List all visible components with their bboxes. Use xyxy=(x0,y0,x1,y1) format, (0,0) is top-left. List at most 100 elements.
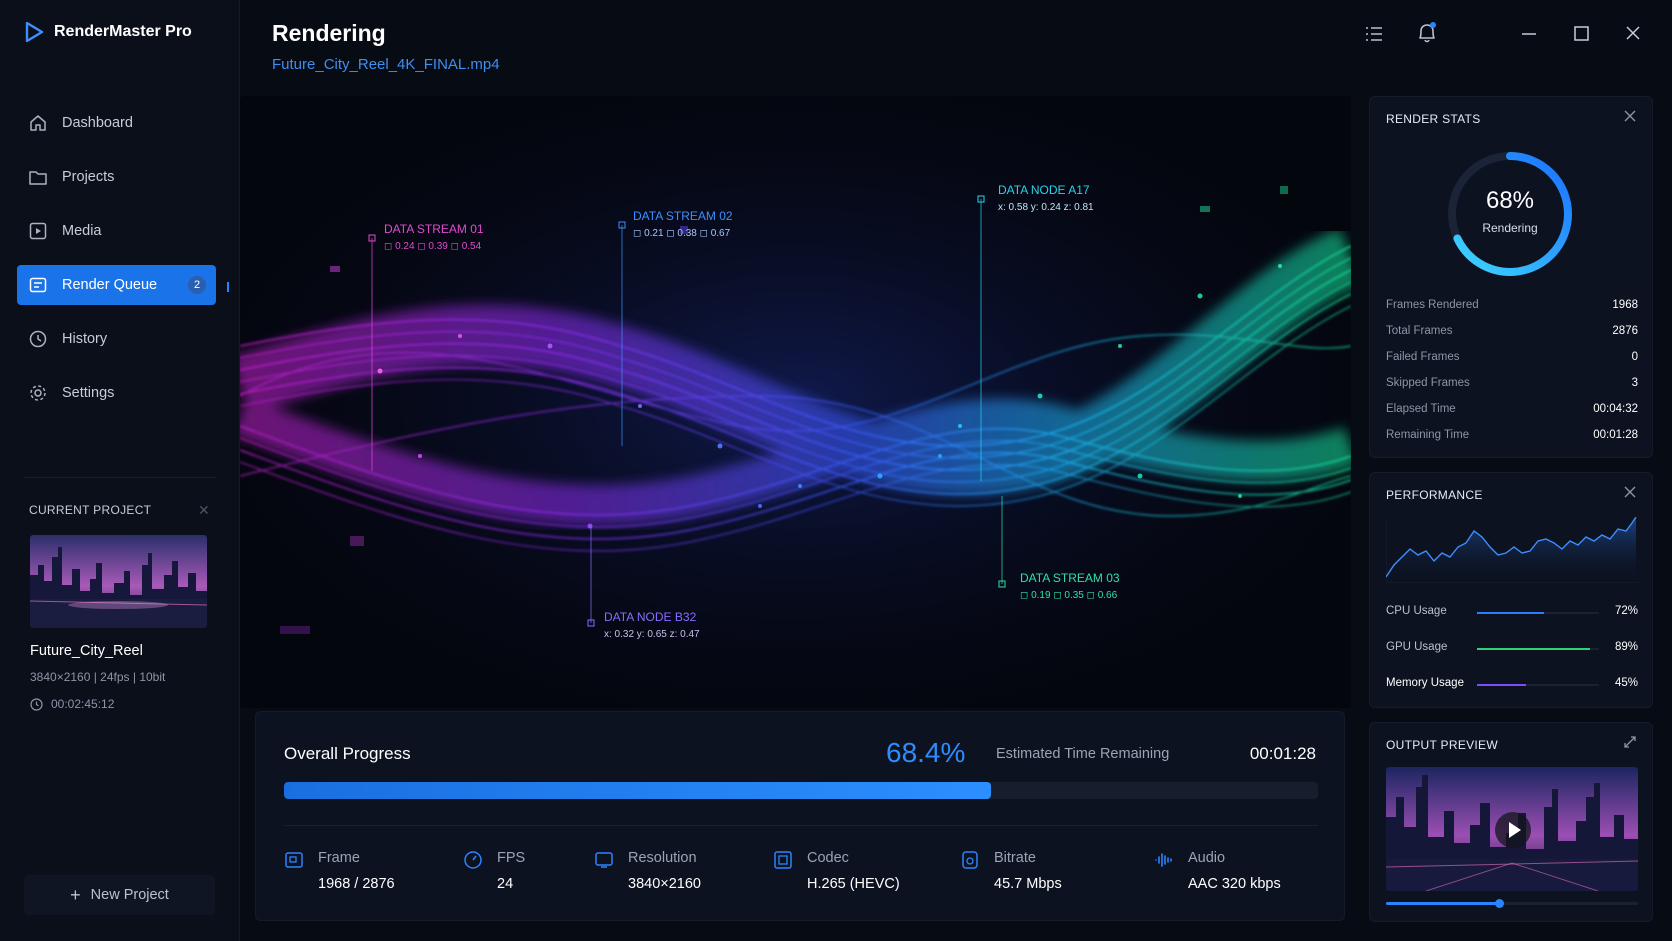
output-preview-panel: OUTPUT PREVIEW xyxy=(1369,722,1653,922)
stat-value: 00:01:28 xyxy=(1593,429,1638,441)
project-name: Future_City_Reel xyxy=(30,643,143,659)
page-title: Rendering xyxy=(272,20,386,46)
sidebar-item-media[interactable]: Media xyxy=(17,211,216,251)
memory-usage-row: Memory Usage 45% xyxy=(1386,677,1638,693)
annotation-title: DATA NODE A17 xyxy=(998,183,1090,197)
stat-value: 2876 xyxy=(1612,325,1638,337)
stat-value: 0 xyxy=(1631,351,1638,363)
annotation-values: ◻ 0.21 ◻ 0.38 ◻ 0.67 xyxy=(633,228,731,239)
sidebar-item-history[interactable]: History xyxy=(17,319,216,359)
panel-title: PERFORMANCE xyxy=(1386,488,1483,502)
stat-row: Elapsed Time 00:04:32 xyxy=(1386,403,1638,415)
sidebar-item-label: Dashboard xyxy=(62,115,133,131)
annotation-values: ◻ 0.24 ◻ 0.39 ◻ 0.54 xyxy=(384,241,482,252)
clock-icon xyxy=(30,697,43,711)
metric-value: 89% xyxy=(1614,641,1638,653)
metric-label: Memory Usage xyxy=(1386,677,1464,689)
sidebar-nav: Dashboard Projects Media Render Queue 2 … xyxy=(17,103,216,427)
stat-value: AAC 320 kbps xyxy=(1188,876,1281,892)
stat-label: Codec xyxy=(807,850,849,866)
sidebar-item-projects[interactable]: Projects xyxy=(17,157,216,197)
sidebar: RenderMaster Pro Dashboard Projects Medi… xyxy=(0,0,240,941)
cpu-usage-bar xyxy=(1477,612,1599,614)
metric-label: GPU Usage xyxy=(1386,641,1448,653)
sidebar-item-render-queue[interactable]: Render Queue 2 xyxy=(17,265,216,305)
home-icon xyxy=(30,115,46,131)
project-duration: 00:02:45:12 xyxy=(30,697,114,711)
media-icon xyxy=(29,222,47,240)
sidebar-item-dashboard[interactable]: Dashboard xyxy=(17,103,216,143)
brand[interactable]: RenderMaster Pro xyxy=(24,22,192,42)
file-name[interactable]: Future_City_Reel_4K_FINAL.mp4 xyxy=(272,56,500,73)
collapse-icon[interactable] xyxy=(1624,736,1636,748)
current-project-label: CURRENT PROJECT xyxy=(29,503,152,517)
divider xyxy=(24,477,216,478)
progress-bar-fill xyxy=(284,782,992,799)
metric-label: CPU Usage xyxy=(1386,605,1447,617)
fps-icon xyxy=(464,851,482,869)
history-icon xyxy=(29,330,47,348)
panel-title: RENDER STATS xyxy=(1386,112,1481,126)
performance-panel: PERFORMANCE CPU Usage 72% GPU Usage 89% … xyxy=(1369,472,1653,708)
bar-fill xyxy=(1477,684,1526,686)
stat-label: Audio xyxy=(1188,850,1226,866)
close-icon[interactable] xyxy=(1624,486,1636,498)
bell-icon[interactable] xyxy=(1416,21,1438,45)
gpu-usage-row: GPU Usage 89% xyxy=(1386,641,1638,657)
progress-percent: 68.4% xyxy=(886,737,966,768)
divider xyxy=(284,825,1318,826)
stat-value: 24 xyxy=(497,876,514,892)
codec-icon xyxy=(774,851,792,869)
maximize-icon[interactable] xyxy=(1572,24,1590,44)
stat-value: 3 xyxy=(1631,377,1638,389)
stat-label: Bitrate xyxy=(994,850,1036,866)
scrubber-track[interactable] xyxy=(1386,899,1638,908)
overall-progress-label: Overall Progress xyxy=(284,744,411,763)
stat-label: Frames Rendered xyxy=(1386,299,1479,311)
stat-value: H.265 (HEVC) xyxy=(807,876,900,892)
progress-ring: 68% Rendering xyxy=(1445,149,1575,279)
metric-value: 72% xyxy=(1614,605,1638,617)
sidebar-item-label: Media xyxy=(62,223,102,239)
scrubber-handle[interactable] xyxy=(1495,899,1505,908)
stat-value: 1968 / 2876 xyxy=(318,876,395,892)
close-icon[interactable] xyxy=(1624,110,1636,122)
stat-label: Frame xyxy=(318,850,360,866)
metric-value: 45% xyxy=(1614,677,1638,689)
render-queue-icon xyxy=(29,277,47,293)
sidebar-item-label: Projects xyxy=(62,169,115,185)
play-icon xyxy=(1509,822,1521,838)
close-icon[interactable]: ✕ xyxy=(198,502,210,518)
stat-row: Remaining Time 00:01:28 xyxy=(1386,429,1638,441)
progress-ring-arc xyxy=(1448,152,1572,276)
ring-status: Rendering xyxy=(1482,221,1538,235)
stat-label: Resolution xyxy=(628,850,697,866)
stat-label: Elapsed Time xyxy=(1386,403,1456,415)
project-thumbnail[interactable] xyxy=(30,535,207,628)
list-icon[interactable] xyxy=(1364,24,1384,44)
new-project-button[interactable]: + New Project xyxy=(24,875,215,915)
duration-value: 00:02:45:12 xyxy=(51,697,115,711)
sidebar-item-label: Settings xyxy=(62,385,115,401)
resolution-icon xyxy=(595,852,613,868)
bar-fill xyxy=(1477,612,1545,614)
gpu-usage-bar xyxy=(1477,648,1599,650)
cpu-usage-row: CPU Usage 72% xyxy=(1386,605,1638,621)
output-preview-video[interactable] xyxy=(1386,767,1638,891)
project-meta: 3840×2160 | 24fps | 10bit xyxy=(30,670,166,684)
memory-usage-bar xyxy=(1477,684,1599,686)
active-indicator xyxy=(227,282,229,292)
stat-row: Total Frames 2876 xyxy=(1386,325,1638,337)
play-button[interactable] xyxy=(1495,812,1531,848)
progress-panel: Overall Progress 68.4% Estimated Time Re… xyxy=(255,711,1345,921)
stat-label: Failed Frames xyxy=(1386,351,1460,363)
frame-icon xyxy=(285,852,303,868)
bitrate-icon xyxy=(962,851,978,869)
stat-row: Frames Rendered 1968 xyxy=(1386,299,1638,311)
queue-count-badge: 2 xyxy=(188,276,206,294)
stat-label: Total Frames xyxy=(1386,325,1453,337)
minimize-icon[interactable] xyxy=(1520,24,1538,44)
audio-icon xyxy=(1155,853,1172,867)
close-window-icon[interactable] xyxy=(1624,24,1642,44)
sidebar-item-settings[interactable]: Settings xyxy=(17,373,216,413)
